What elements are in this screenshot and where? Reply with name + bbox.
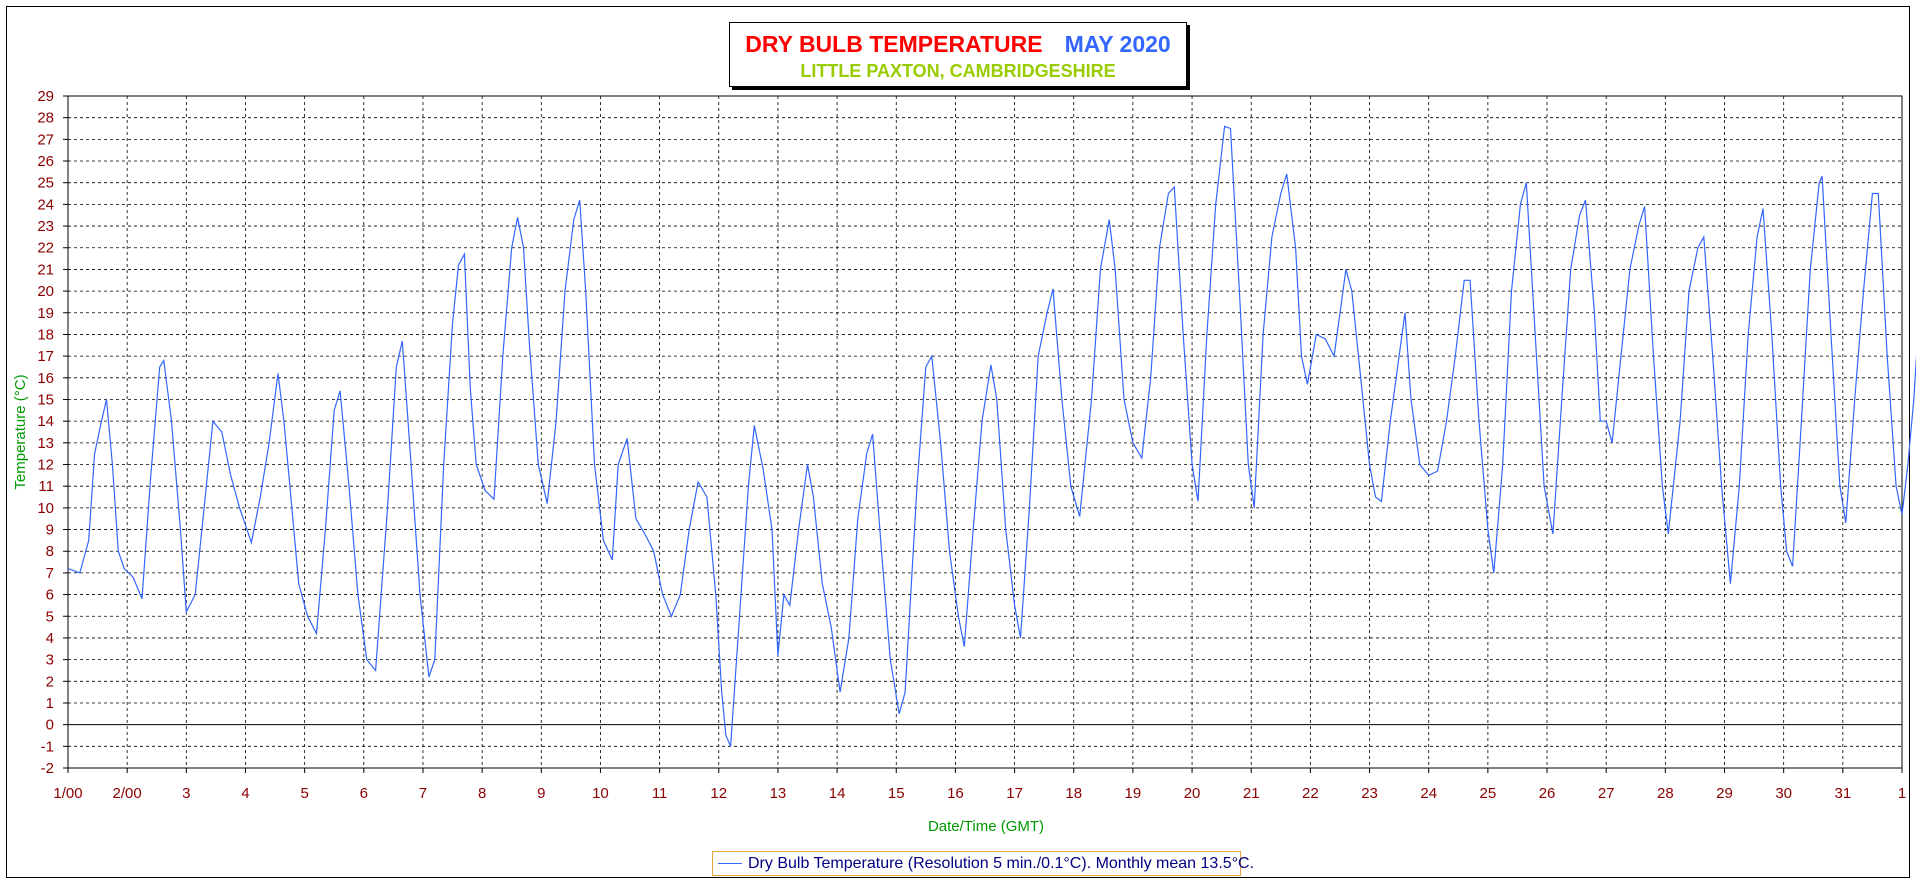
x-tick-label: 11 — [652, 785, 668, 802]
x-tick-label: 19 — [1125, 785, 1142, 802]
y-tick-label: 0 — [46, 717, 54, 734]
y-tick-label: 5 — [46, 608, 54, 625]
plot-area — [67, 95, 1903, 769]
legend-line-swatch — [718, 863, 742, 865]
chart-subtitle: LITTLE PAXTON, CAMBRIDGESHIRE — [800, 61, 1116, 81]
x-axis-label: Date/Time (GMT) — [928, 818, 1044, 835]
x-tick-label: 27 — [1598, 785, 1615, 802]
x-tick-label: 12 — [710, 785, 727, 802]
y-tick-label: 9 — [46, 522, 54, 539]
x-tick-label: 30 — [1775, 785, 1792, 802]
y-tick-label: 15 — [37, 391, 54, 408]
x-tick-label: 26 — [1539, 785, 1556, 802]
x-tick-label: 2/00 — [113, 785, 142, 802]
x-tick-label: 8 — [478, 785, 486, 802]
x-tick-label: 6 — [360, 785, 368, 802]
x-tick-label: 21 — [1243, 785, 1260, 802]
y-tick-label: 11 — [38, 478, 54, 495]
y-tick-label: 28 — [37, 110, 54, 127]
y-tick-label: 14 — [37, 413, 54, 430]
y-tick-label: 17 — [37, 348, 54, 365]
y-tick-label: 22 — [37, 240, 54, 257]
x-tick-label: 3 — [182, 785, 190, 802]
x-tick-label: 4 — [241, 785, 249, 802]
y-axis-ticks: -2-1012345678910111213141516171819202122… — [37, 88, 54, 777]
x-tick-label: 13 — [770, 785, 787, 802]
x-tick-label: 1/00 — [53, 785, 82, 802]
x-tick-label: 5 — [300, 785, 308, 802]
y-tick-label: 12 — [37, 457, 54, 474]
x-tick-label: 14 — [829, 785, 846, 802]
y-tick-label: 23 — [37, 218, 54, 235]
y-tick-label: 2 — [46, 673, 54, 690]
y-tick-label: 7 — [46, 565, 54, 582]
y-tick-label: 20 — [37, 283, 54, 300]
y-tick-label: 26 — [37, 153, 54, 170]
y-tick-label: 1 — [46, 695, 54, 712]
x-tick-label: 25 — [1480, 785, 1497, 802]
y-tick-label: -1 — [41, 738, 54, 755]
y-tick-label: 16 — [37, 370, 54, 387]
y-axis-label: Temperature (°C) — [12, 374, 29, 489]
x-tick-label: 7 — [419, 785, 427, 802]
series-line-dry-bulb-temperature — [67, 125, 1916, 747]
x-tick-label: 18 — [1065, 785, 1082, 802]
y-tick-label: 24 — [37, 196, 54, 213]
x-axis-ticks: 1/00 2/00 3 4 5 6 7 8 9 10 11 12 13 14 15 16 17 18 19 20 21 2… — [53, 785, 1906, 802]
x-tick-label: 10 — [592, 785, 609, 802]
x-tick-label: 31 — [1834, 785, 1851, 802]
x-tick-label: 28 — [1657, 785, 1674, 802]
y-tick-label: 3 — [46, 652, 54, 669]
chart-title-main: DRY BULB TEMPERATURE — [745, 31, 1043, 57]
x-tick-label: 22 — [1302, 785, 1319, 802]
x-tick-label: 16 — [947, 785, 964, 802]
y-tick-label: 8 — [46, 543, 54, 560]
y-tick-label: 25 — [37, 175, 54, 192]
x-tick-label: 24 — [1420, 785, 1437, 802]
chart-title: DRY BULB TEMPERATURE MAY 2020 — [730, 31, 1186, 58]
y-tick-label: 21 — [37, 261, 54, 278]
y-tick-label: 19 — [37, 305, 54, 322]
x-tick-label: 20 — [1184, 785, 1201, 802]
legend: Dry Bulb Temperature (Resolution 5 min./… — [712, 851, 1254, 876]
y-tick-label: 10 — [37, 500, 54, 517]
legend-entry: Dry Bulb Temperature (Resolution 5 min./… — [748, 855, 1255, 872]
x-tick-label: 15 — [888, 785, 905, 802]
x-tick-label: 9 — [537, 785, 545, 802]
x-tick-label: 29 — [1716, 785, 1733, 802]
chart-title-period: MAY 2020 — [1064, 31, 1171, 57]
x-tick-label: 23 — [1361, 785, 1378, 802]
y-tick-label: -2 — [41, 760, 54, 777]
y-tick-label: 29 — [37, 88, 54, 105]
y-tick-label: 13 — [37, 435, 54, 452]
y-tick-label: 18 — [37, 326, 54, 343]
grid — [63, 95, 1903, 773]
y-tick-label: 6 — [46, 587, 54, 604]
chart-title-box: DRY BULB TEMPERATURE MAY 2020 LITTLE PAXT… — [729, 22, 1187, 87]
x-tick-label: 1 — [1898, 785, 1906, 802]
y-tick-label: 27 — [37, 131, 54, 148]
y-tick-label: 4 — [46, 630, 54, 647]
x-tick-label: 17 — [1006, 785, 1023, 802]
